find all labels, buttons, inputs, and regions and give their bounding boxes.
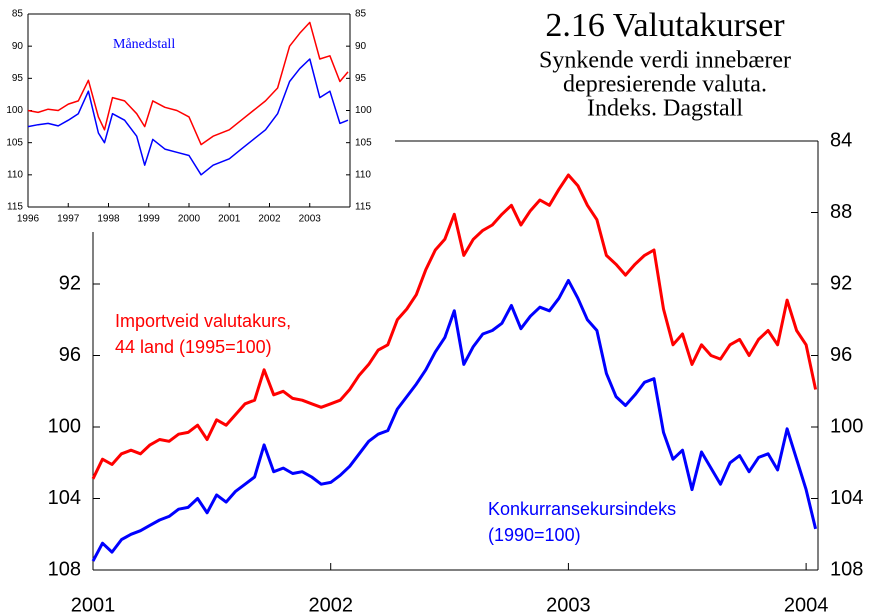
series-line — [27, 58, 349, 176]
y-tick-label: 104 — [830, 487, 863, 509]
x-tick-label: 2003 — [299, 214, 322, 225]
y-tick-label: 90 — [12, 41, 24, 52]
x-tick-label: 2002 — [258, 214, 281, 225]
series-line — [91, 173, 818, 480]
x-tick-label: 2001 — [218, 214, 241, 225]
y-tick-label: 100 — [830, 415, 863, 437]
chart-title: 2.16 Valutakurser — [545, 7, 785, 44]
x-tick-label: 1999 — [138, 214, 161, 225]
y-tick-label: 84 — [830, 129, 852, 151]
x-tick-label: 1997 — [57, 214, 80, 225]
y-tick-label: 108 — [830, 558, 863, 580]
x-tick-label: 2002 — [308, 594, 353, 616]
y-tick-label: 85 — [12, 9, 24, 20]
y-tick-label: 110 — [355, 169, 371, 180]
y-tick-label: 100 — [6, 105, 23, 116]
y-tick-label: 90 — [355, 41, 367, 52]
y-tick-label: 115 — [355, 202, 371, 213]
y-tick-label: 92 — [59, 272, 81, 294]
series-label: 44 land (1995=100) — [115, 337, 272, 357]
annotation: Månedstall — [113, 37, 175, 52]
series-line — [91, 278, 818, 562]
chart-subtitle: Synkende verdi innebærer — [539, 48, 791, 74]
y-tick-label: 95 — [355, 73, 367, 84]
series-label: Konkurransekursindeks — [488, 499, 676, 519]
x-tick-label: 2000 — [178, 214, 201, 225]
y-tick-label: 105 — [355, 137, 372, 148]
series-label: (1990=100) — [488, 525, 581, 545]
x-tick-label: 2003 — [546, 594, 591, 616]
chart-subtitle: depresierende valuta. — [563, 72, 767, 98]
y-tick-label: 110 — [7, 169, 23, 180]
series-label: Importveid valutakurs, — [115, 311, 291, 331]
x-tick-label: 1998 — [97, 214, 120, 225]
y-tick-label: 85 — [355, 9, 367, 20]
y-tick-label: 96 — [830, 344, 852, 366]
y-tick-label: 96 — [59, 344, 81, 366]
y-tick-label: 104 — [48, 487, 81, 509]
y-tick-label: 105 — [6, 137, 23, 148]
chart-subtitle: Indeks. Dagstall — [587, 96, 743, 122]
x-tick-label: 2004 — [784, 594, 829, 616]
y-tick-label: 88 — [830, 201, 852, 223]
series-line — [27, 21, 349, 146]
inset-background — [0, 0, 380, 232]
y-tick-label: 115 — [7, 202, 23, 213]
y-tick-label: 100 — [48, 415, 81, 437]
y-tick-label: 95 — [12, 73, 24, 84]
y-tick-label: 100 — [355, 105, 372, 116]
y-tick-label: 92 — [830, 272, 852, 294]
x-tick-label: 2001 — [71, 594, 116, 616]
y-tick-label: 108 — [48, 558, 81, 580]
x-tick-label: 1996 — [17, 214, 40, 225]
